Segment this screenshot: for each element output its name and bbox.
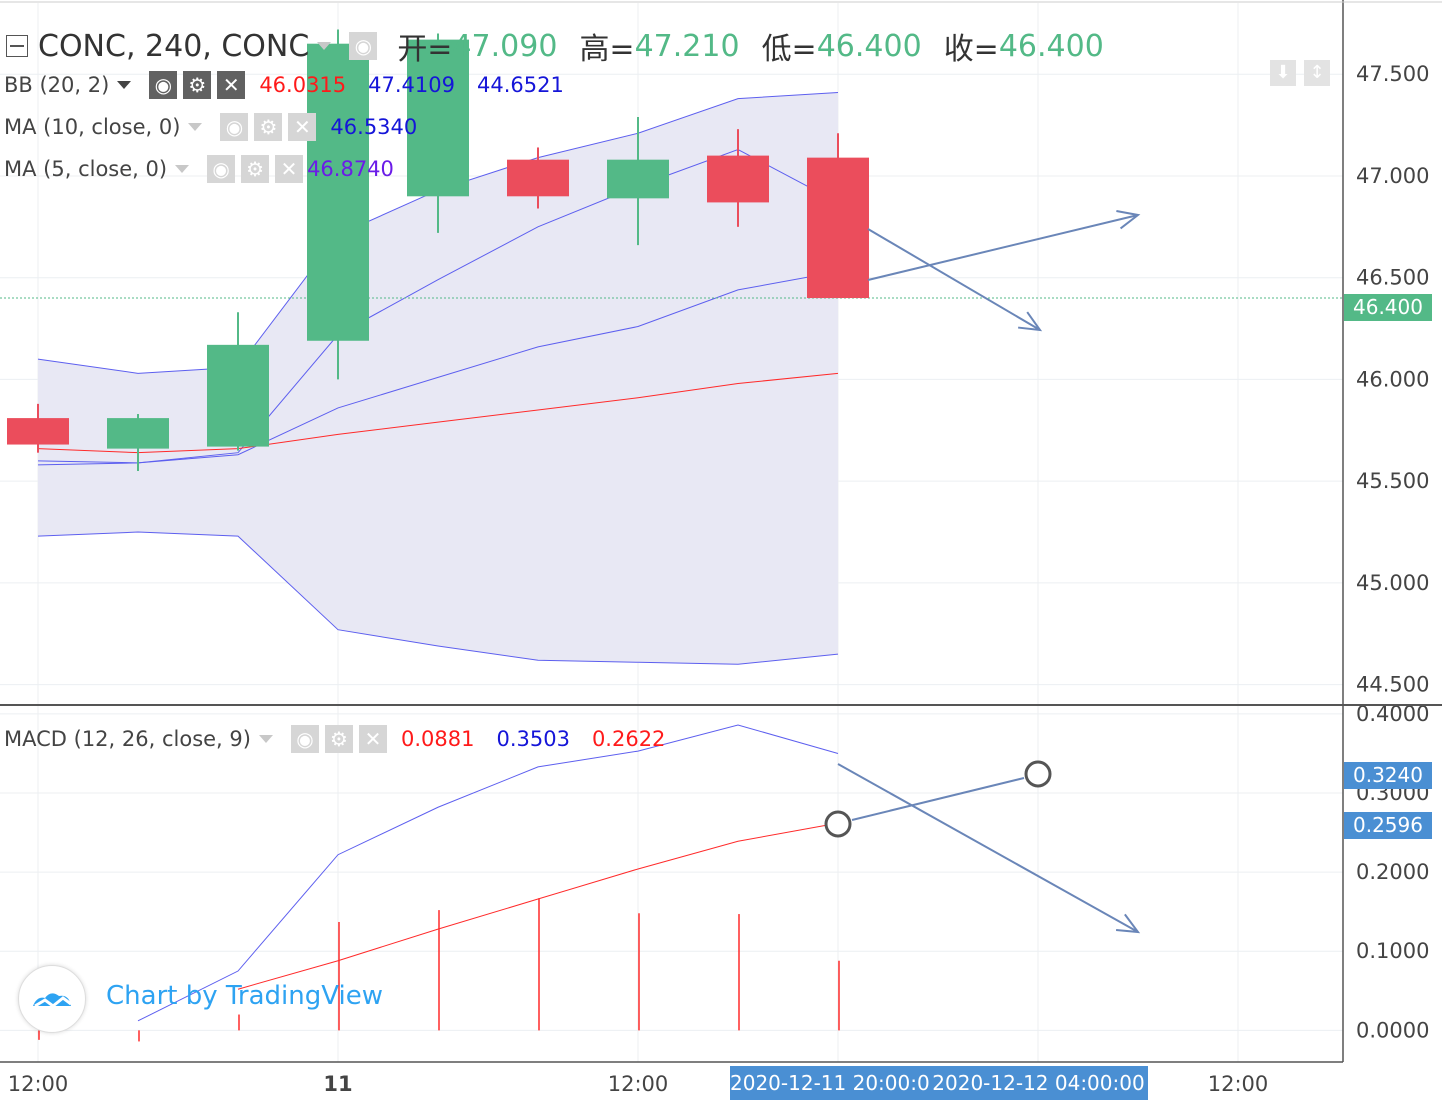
scroll-down-icon[interactable]: ⬇ bbox=[1270, 60, 1296, 86]
eye-icon[interactable]: ◉ bbox=[349, 32, 378, 60]
y-tick-label: 46.000 bbox=[1356, 367, 1429, 391]
time-label-b: 2020-12-12 04:00:00 bbox=[929, 1066, 1148, 1100]
candle-body bbox=[507, 159, 569, 197]
close-icon[interactable]: ✕ bbox=[217, 71, 246, 99]
anchor-handle bbox=[824, 810, 852, 838]
trend-arrow-up bbox=[867, 214, 1139, 281]
macd-signal-value: 0.2622 bbox=[591, 727, 666, 751]
x-tick-label: 11 bbox=[323, 1072, 352, 1096]
x-tick-label: 12:00 bbox=[8, 1072, 69, 1096]
low-value: 46.400 bbox=[816, 28, 922, 64]
low-label: 低= bbox=[761, 32, 817, 67]
chevron-down-icon[interactable] bbox=[117, 81, 132, 89]
macd-y-tick-label: 0.1000 bbox=[1356, 939, 1429, 963]
y-tick-label: 45.500 bbox=[1356, 469, 1429, 493]
y-tick-label: 47.500 bbox=[1356, 62, 1429, 86]
x-tick-label: 12:00 bbox=[608, 1072, 669, 1096]
bb-mid-line bbox=[37, 372, 839, 454]
candle-body bbox=[107, 418, 169, 449]
eye-icon[interactable]: ◉ bbox=[149, 71, 178, 99]
candle-body bbox=[607, 159, 669, 199]
tradingview-logo-icon[interactable] bbox=[18, 965, 86, 1033]
macd-arrow-up bbox=[851, 777, 1025, 821]
candle-body bbox=[707, 155, 769, 203]
open-value: 47.090 bbox=[452, 28, 558, 64]
high-value: 47.210 bbox=[634, 28, 740, 64]
bb-lower-line bbox=[37, 531, 839, 665]
gear-icon[interactable]: ⚙ bbox=[241, 155, 270, 183]
macd-arrow-down bbox=[837, 763, 1139, 933]
macd-line bbox=[137, 724, 839, 1022]
macd-tag-a: 0.3240 bbox=[1344, 762, 1432, 789]
y-tick-label: 45.000 bbox=[1356, 571, 1429, 595]
close-icon[interactable]: ✕ bbox=[358, 725, 387, 753]
ma10-legend: MA (10, close, 0) ◉ ⚙ ✕ 46.5340 bbox=[0, 113, 439, 141]
signal-line bbox=[237, 822, 839, 990]
high-label: 高= bbox=[579, 32, 635, 67]
candle-body bbox=[407, 39, 469, 197]
bb-label[interactable]: BB (20, 2) bbox=[4, 73, 110, 97]
candle-body bbox=[307, 43, 369, 341]
trend-arrow-down bbox=[867, 228, 1041, 331]
anchor-handle bbox=[1024, 760, 1052, 788]
macd-y-tick-label: 0.2000 bbox=[1356, 860, 1429, 884]
symbol-legend: CONC, 240, CONC ◉ 开= 47.090 高= 47.210 低=… bbox=[0, 24, 1126, 68]
bb-upper-value: 47.4109 bbox=[368, 73, 455, 97]
trend-arrow-down-head bbox=[1018, 311, 1043, 332]
collapse-icon[interactable] bbox=[6, 35, 28, 57]
gear-icon[interactable]: ⚙ bbox=[324, 725, 353, 753]
macd-tag-b: 0.2596 bbox=[1344, 812, 1432, 839]
close-label: 收= bbox=[943, 32, 999, 67]
symbol-title[interactable]: CONC, 240, CONC bbox=[38, 28, 310, 64]
ma10-value: 46.5340 bbox=[330, 115, 418, 139]
eye-icon[interactable]: ◉ bbox=[207, 155, 236, 183]
chevron-down-icon[interactable] bbox=[317, 42, 332, 50]
ma10-line bbox=[37, 271, 839, 466]
macd-arrow-down-head bbox=[1115, 913, 1141, 934]
y-tick-label: 46.500 bbox=[1356, 266, 1429, 290]
macd-macd-value: 0.3503 bbox=[496, 727, 570, 751]
chevron-down-icon[interactable] bbox=[175, 165, 190, 173]
macd-legend: MACD (12, 26, close, 9) ◉ ⚙ ✕ 0.0881 0.3… bbox=[0, 725, 687, 753]
scroll-updown-icon[interactable]: ↕ bbox=[1304, 60, 1330, 86]
close-icon[interactable]: ✕ bbox=[275, 155, 304, 183]
candle-body bbox=[807, 157, 869, 299]
y-tick-label: 44.500 bbox=[1356, 673, 1429, 697]
trend-arrow-up-head bbox=[1116, 209, 1141, 230]
eye-icon[interactable]: ◉ bbox=[220, 113, 249, 141]
ma5-label[interactable]: MA (5, close, 0) bbox=[4, 157, 168, 181]
ma5-value: 46.8740 bbox=[307, 157, 394, 181]
x-tick-label: 12:00 bbox=[1208, 1072, 1269, 1096]
close-value: 46.400 bbox=[998, 28, 1104, 64]
candle-body bbox=[207, 344, 269, 447]
time-label-a: 2020-12-11 20:00:00 bbox=[730, 1066, 929, 1100]
ma5-line bbox=[37, 148, 839, 464]
bb-lower-value: 44.6521 bbox=[477, 73, 564, 97]
macd-label[interactable]: MACD (12, 26, close, 9) bbox=[4, 727, 251, 751]
eye-icon[interactable]: ◉ bbox=[290, 725, 319, 753]
macd-y-tick-label: 0.0000 bbox=[1356, 1018, 1429, 1042]
chevron-down-icon[interactable] bbox=[188, 123, 203, 131]
ma10-label[interactable]: MA (10, close, 0) bbox=[4, 115, 181, 139]
last-price-tag: 46.400 bbox=[1344, 294, 1432, 321]
bb-mid-value: 46.0315 bbox=[259, 73, 347, 97]
y-tick-label: 47.000 bbox=[1356, 164, 1429, 188]
gear-icon[interactable]: ⚙ bbox=[254, 113, 283, 141]
ma5-legend: MA (5, close, 0) ◉ ⚙ ✕ 46.8740 bbox=[0, 155, 416, 183]
close-icon[interactable]: ✕ bbox=[288, 113, 317, 141]
macd-hist-value: 0.0881 bbox=[400, 727, 475, 751]
chevron-down-icon[interactable] bbox=[258, 735, 273, 743]
open-label: 开= bbox=[397, 32, 453, 67]
bb-legend: BB (20, 2) ◉ ⚙ ✕ 46.0315 47.4109 44.6521 bbox=[0, 71, 586, 99]
gear-icon[interactable]: ⚙ bbox=[183, 71, 212, 99]
branding-text[interactable]: Chart by TradingView bbox=[106, 981, 383, 1011]
candle-body bbox=[7, 418, 69, 445]
